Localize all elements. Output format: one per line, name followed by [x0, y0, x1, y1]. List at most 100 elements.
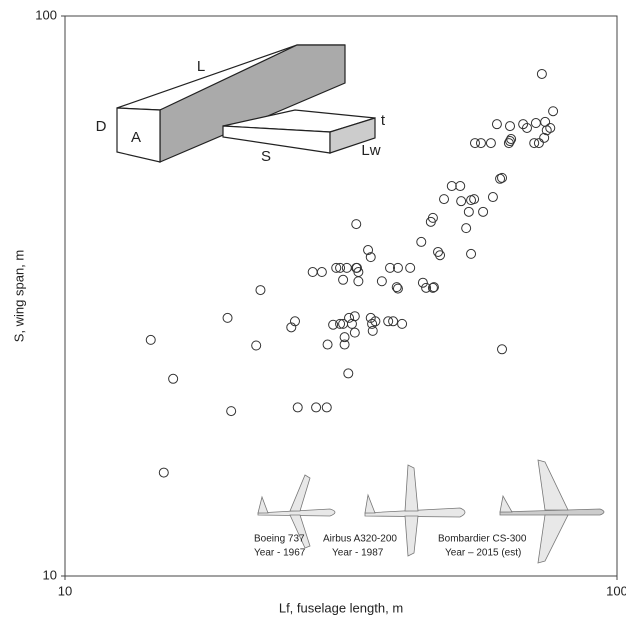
data-point — [158, 467, 169, 478]
data-point — [339, 332, 350, 343]
data-point — [439, 194, 450, 205]
data-point — [536, 68, 547, 79]
data-point — [540, 116, 551, 127]
diagram-label: L — [197, 58, 205, 75]
annotation: Year - 1987 — [332, 548, 384, 559]
data-point — [397, 318, 408, 329]
data-point — [497, 172, 508, 183]
data-point — [505, 121, 516, 132]
data-point — [417, 277, 428, 288]
data-point — [506, 134, 517, 145]
x-tick-label: 10 — [58, 583, 72, 598]
data-point — [367, 318, 378, 329]
data-point — [548, 106, 559, 117]
data-point — [461, 223, 472, 234]
data-point — [365, 252, 376, 263]
data-point — [255, 285, 266, 296]
data-point — [367, 325, 378, 336]
data-point — [385, 262, 396, 273]
data-point — [292, 402, 303, 413]
airplane-icons — [257, 459, 605, 564]
data-point — [349, 327, 360, 338]
data-point — [497, 344, 508, 355]
data-point — [353, 276, 364, 287]
data-point — [226, 406, 237, 417]
data-point — [530, 118, 541, 129]
data-point — [145, 334, 156, 345]
data-point — [478, 206, 489, 217]
data-point — [286, 322, 297, 333]
data-point — [339, 339, 350, 350]
data-point — [344, 312, 355, 323]
x-tick-label: 100 — [606, 583, 626, 598]
data-point — [518, 119, 529, 130]
data-point — [322, 339, 333, 350]
annotation: Boeing 737 — [254, 534, 305, 545]
data-point — [331, 262, 342, 273]
data-point — [391, 282, 402, 293]
data-point — [349, 311, 360, 322]
data-point — [392, 262, 403, 273]
y-tick-label: 100 — [35, 7, 57, 22]
data-point — [307, 267, 318, 278]
data-point — [388, 316, 399, 327]
y-axis-label: S, wing span, m — [11, 250, 26, 343]
data-point — [416, 236, 427, 247]
data-point — [343, 368, 354, 379]
data-point — [338, 274, 349, 285]
data-point — [421, 282, 432, 293]
data-point — [383, 316, 394, 327]
data-point — [505, 136, 516, 147]
data-point — [533, 138, 544, 149]
data-point — [428, 282, 439, 293]
diagram-label: D — [96, 118, 107, 135]
data-point — [433, 246, 444, 257]
data-point — [335, 262, 346, 273]
data-point — [376, 276, 387, 287]
data-point — [289, 316, 300, 327]
data-point — [251, 340, 262, 351]
data-point — [370, 316, 381, 327]
data-point — [539, 132, 550, 143]
annotation: Year – 2015 (est) — [445, 548, 521, 559]
data-point — [341, 262, 352, 273]
data-point — [491, 119, 502, 130]
annotation: Year - 1967 — [254, 548, 306, 559]
data-point — [487, 192, 498, 203]
data-point — [311, 402, 322, 413]
annotation: Bombardier CS-300 — [438, 534, 527, 545]
data-point — [529, 138, 540, 149]
data-point — [405, 262, 416, 273]
data-point — [335, 318, 346, 329]
data-point — [463, 206, 474, 217]
plot-frame — [64, 15, 618, 577]
x-axis-label: Lf, fuselage length, m — [279, 600, 403, 615]
diagram-label: t — [381, 112, 386, 129]
annotation: Airbus A320-200 — [323, 534, 397, 545]
data-point — [466, 248, 477, 259]
diagram-label: A — [131, 129, 141, 146]
data-point — [456, 196, 467, 207]
data-point — [545, 122, 556, 133]
data-point — [427, 212, 438, 223]
data-point — [363, 245, 374, 256]
diagram-label: Lw — [361, 142, 380, 159]
data-point — [455, 181, 466, 192]
data-point — [392, 283, 403, 294]
data-point — [427, 282, 438, 293]
data-point — [435, 250, 446, 261]
data-point — [495, 173, 506, 184]
data-point — [469, 138, 480, 149]
data-point — [328, 319, 339, 330]
data-point — [168, 373, 179, 384]
data-point — [469, 194, 480, 205]
diagram-label: S — [261, 148, 271, 165]
data-point — [351, 219, 362, 230]
data-point — [522, 122, 533, 133]
data-point — [316, 267, 327, 278]
wing-diagram — [116, 44, 376, 163]
data-point — [485, 138, 496, 149]
data-point — [351, 262, 362, 273]
data-point — [222, 312, 233, 323]
